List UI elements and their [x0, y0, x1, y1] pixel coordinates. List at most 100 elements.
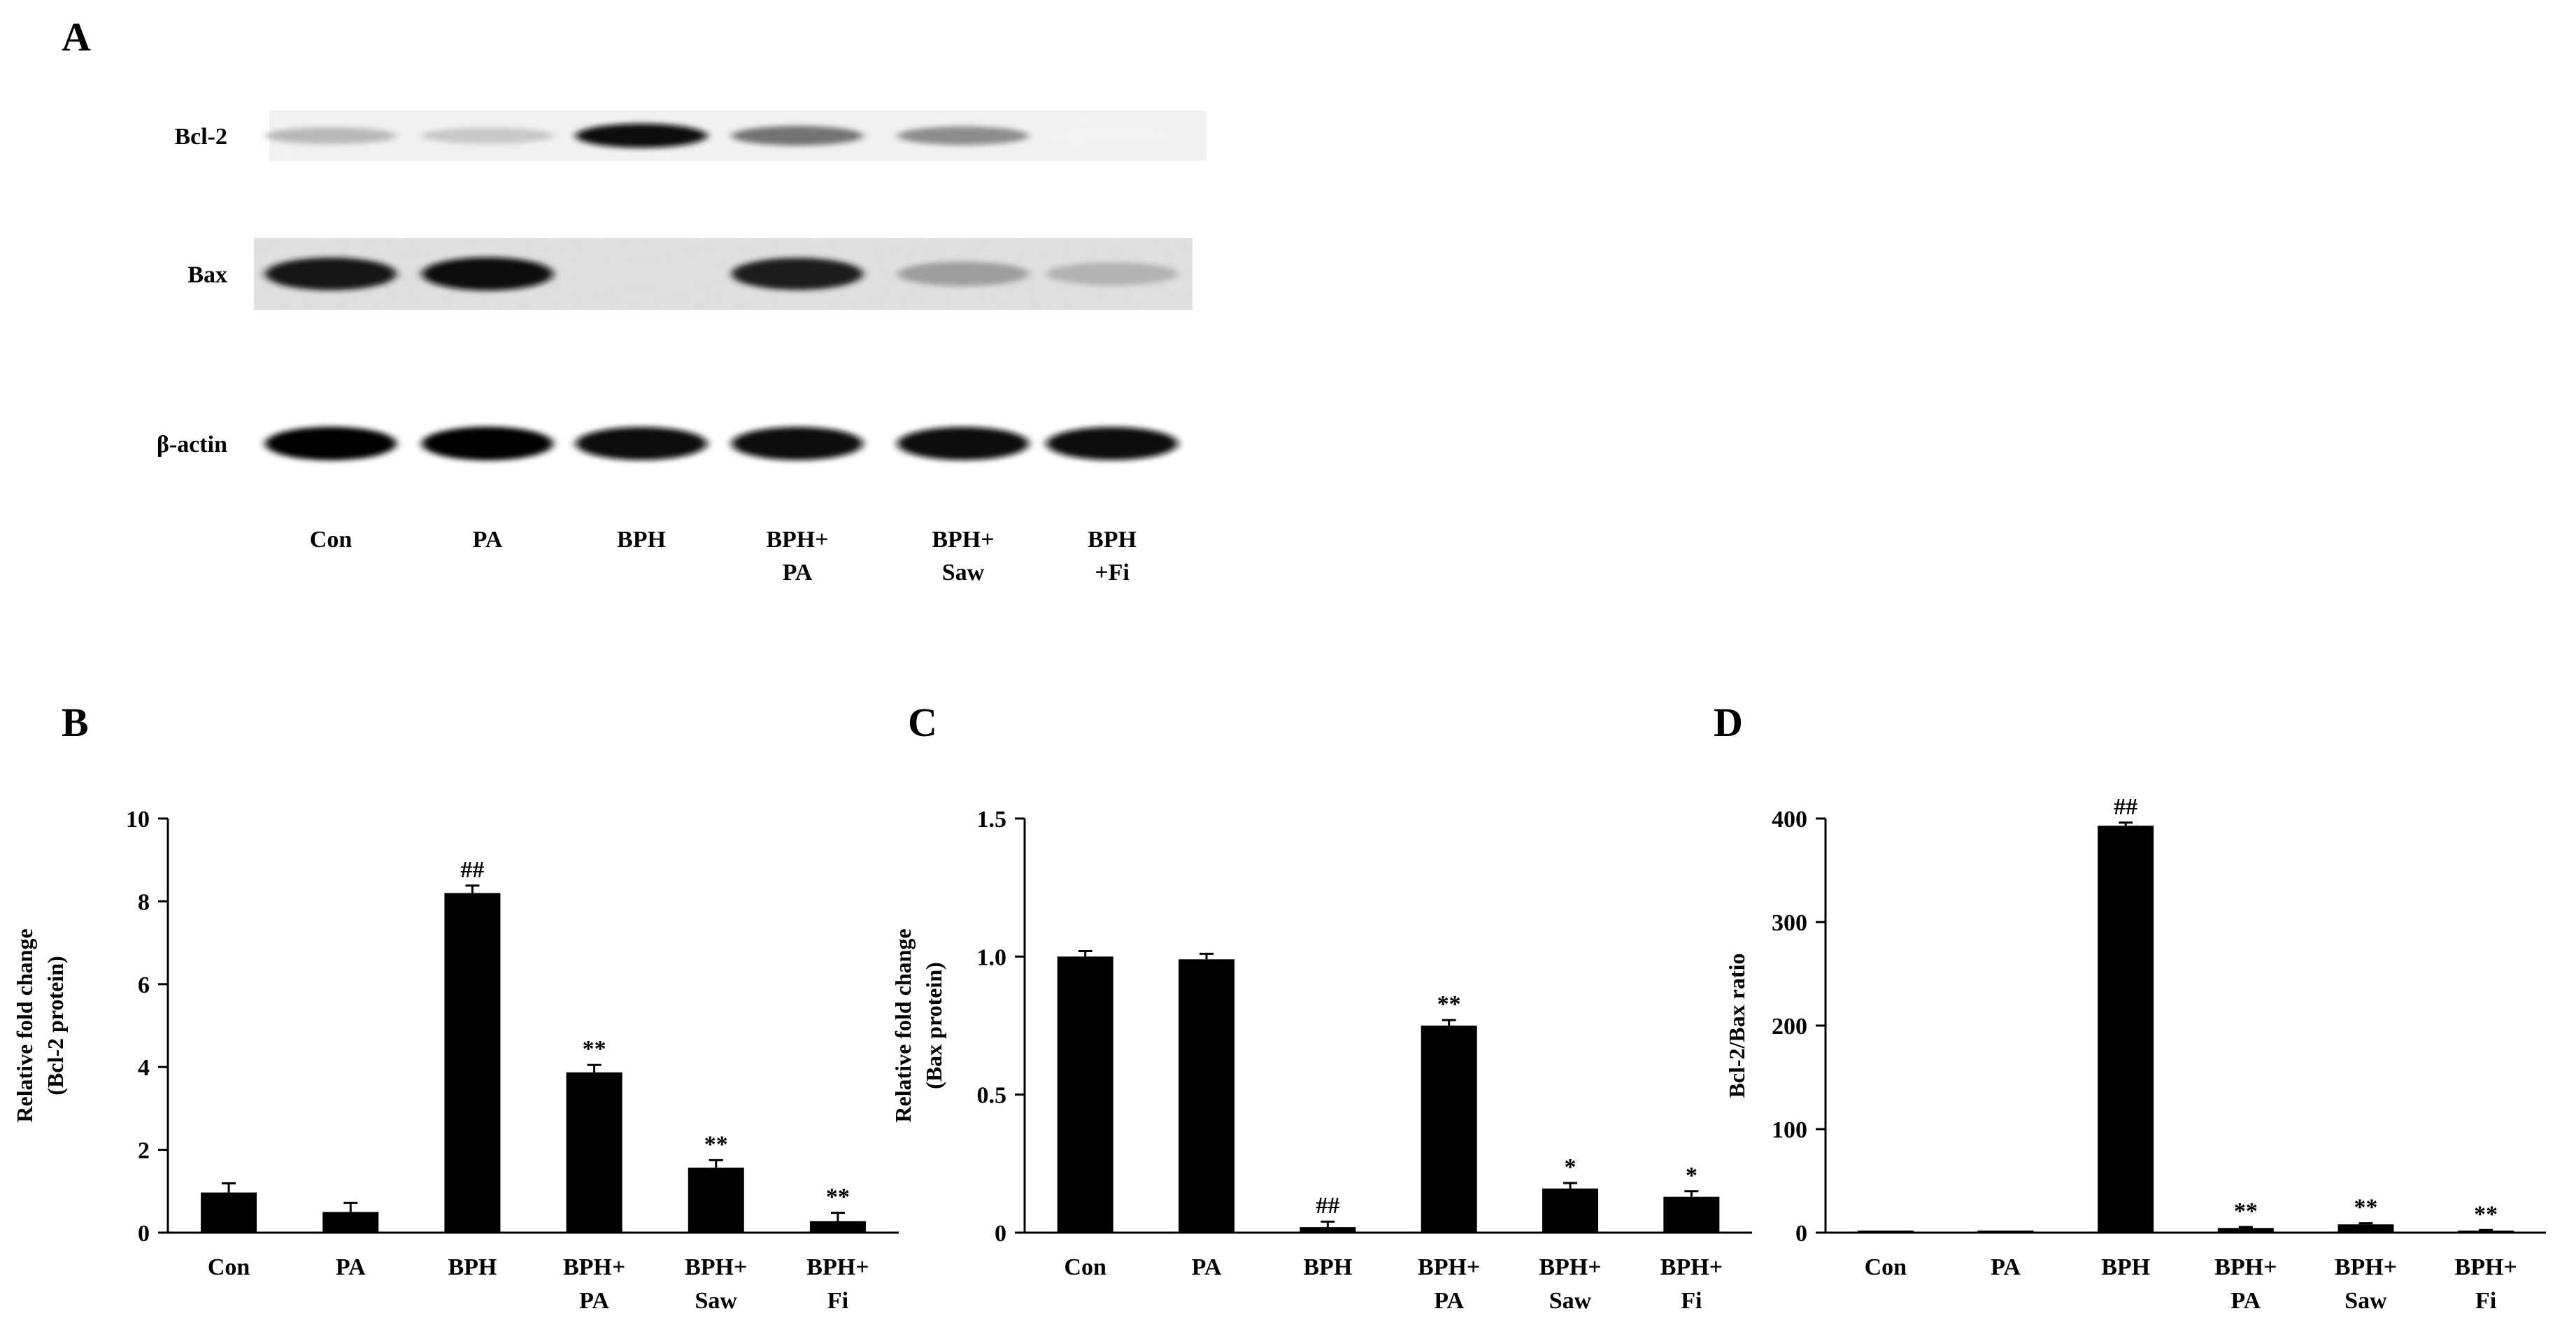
x-tick-label: BPH+ — [1539, 1254, 1601, 1280]
y-tick-label: 2 — [138, 1138, 150, 1164]
y-tick-label: 400 — [1772, 807, 1807, 833]
y-axis-label: Bcl-2/Bax ratio — [1724, 953, 1749, 1098]
x-tick-label: BPH+ — [2335, 1254, 2397, 1280]
y-tick-label: 100 — [1772, 1117, 1807, 1143]
significance-label: * — [1686, 1163, 1698, 1189]
bar — [2217, 1228, 2274, 1233]
bar — [444, 893, 501, 1233]
bar — [1300, 1227, 1356, 1233]
x-tick-label: Fi — [827, 1288, 848, 1314]
x-tick-label: PA — [1991, 1254, 2021, 1280]
blot-row-2: β-actin — [157, 418, 1203, 469]
y-tick-label: 1.0 — [977, 944, 1007, 970]
significance-label: ## — [1316, 1193, 1339, 1219]
blot-band — [576, 123, 707, 148]
blot-strip-noise — [254, 238, 1193, 310]
blot-band — [897, 126, 1029, 146]
bar — [809, 1221, 866, 1233]
y-tick-label: 200 — [1772, 1014, 1807, 1040]
x-tick-label: PA — [1434, 1288, 1464, 1314]
y-tick-label: 0 — [138, 1221, 150, 1247]
blot-lane-label: Con — [310, 527, 353, 553]
blot-strip-background — [252, 418, 1203, 469]
significance-label: ## — [460, 857, 484, 883]
panel-letter: C — [908, 700, 937, 745]
bar — [2337, 1224, 2394, 1233]
blot-band — [265, 127, 397, 144]
y-tick-label: 8 — [138, 889, 150, 915]
x-tick-label: PA — [579, 1288, 609, 1314]
blot-band — [1046, 427, 1178, 460]
panel-letter: D — [1714, 700, 1743, 745]
significance-label: ** — [704, 1131, 728, 1157]
x-tick-label: BPH+ — [2214, 1254, 2277, 1280]
y-tick-label: 1.5 — [977, 807, 1007, 833]
y-axis-label: (Bcl-2 protein) — [43, 956, 68, 1095]
y-axis-label: Relative fold change — [12, 928, 37, 1122]
blot-lane-labels: Con PA BPH BPH+ PA BPH+ Saw BPH +Fi — [310, 527, 1137, 586]
blot-lane-label: Saw — [942, 560, 985, 586]
x-tick-label: Saw — [2344, 1288, 2387, 1314]
blot-band — [576, 263, 707, 285]
x-tick-label: BPH — [448, 1254, 497, 1280]
blot-lane-label: BPH — [1088, 527, 1137, 553]
x-tick-label: PA — [2230, 1288, 2261, 1314]
blot-lane-label: PA — [783, 560, 813, 586]
blot-band — [897, 262, 1029, 286]
blot-band — [422, 257, 553, 291]
y-tick-label: 10 — [126, 807, 150, 833]
bar — [1421, 1026, 1477, 1233]
blot-band — [265, 257, 397, 290]
bar — [1663, 1196, 1720, 1233]
blot-band — [1046, 262, 1178, 285]
blot-band — [732, 427, 863, 460]
blot-lane-label: BPH+ — [932, 527, 994, 553]
significance-label: ## — [2114, 794, 2137, 820]
y-axis-label: Relative fold change — [890, 928, 916, 1122]
panel-letter: B — [62, 700, 89, 745]
blot-lane-label: PA — [473, 527, 503, 553]
blot-band — [422, 127, 553, 144]
y-tick-label: 4 — [138, 1055, 150, 1081]
panel-c-bax-chart: C 0 0.5 1.0 1.5 Relative fold change (Bax prot… — [890, 700, 1752, 1314]
blot-band — [897, 427, 1029, 460]
blot-row-1: Bax — [187, 238, 1193, 310]
y-tick-label: 300 — [1772, 910, 1807, 936]
blot-row-0: Bcl-2 — [174, 111, 1207, 161]
blot-band — [422, 426, 553, 461]
bar — [2458, 1231, 2514, 1233]
blot-rows: Bcl-2 Bax β-actin — [157, 111, 1207, 469]
x-tick-label: Con — [1064, 1254, 1106, 1280]
x-tick-label: BPH+ — [2455, 1254, 2517, 1280]
x-tick-label: Con — [208, 1254, 250, 1280]
significance-label: ** — [826, 1184, 850, 1210]
x-tick-label: Saw — [695, 1288, 738, 1314]
y-tick-label: 6 — [138, 972, 150, 998]
bar — [1857, 1231, 1914, 1233]
y-axis-label: (Bax protein) — [921, 962, 946, 1089]
bar — [201, 1192, 257, 1233]
panel-a-western-blot: A Bcl-2 Bax β-actin Con PA BPH BPH+ PA BPH+ Saw B… — [62, 14, 1207, 586]
x-tick-label: Fi — [2475, 1288, 2496, 1314]
x-tick-label: BPH — [2101, 1254, 2150, 1280]
x-tick-label: BPH+ — [1418, 1254, 1480, 1280]
bar — [1542, 1188, 1598, 1233]
significance-label: ** — [583, 1036, 606, 1062]
x-tick-label: BPH+ — [563, 1254, 625, 1280]
bar — [688, 1168, 744, 1233]
significance-label: * — [1565, 1154, 1577, 1180]
x-tick-label: BPH+ — [806, 1254, 869, 1280]
significance-label: ** — [2354, 1195, 2378, 1221]
x-tick-label: BPH+ — [685, 1254, 747, 1280]
bar — [1977, 1231, 2034, 1233]
bar — [566, 1072, 622, 1233]
bar — [1179, 959, 1234, 1233]
blot-lane-label: +Fi — [1095, 560, 1130, 586]
blot-row-label: Bax — [187, 262, 227, 288]
blot-band — [732, 257, 863, 290]
y-tick-label: 0 — [1795, 1221, 1807, 1247]
blot-row-label: β-actin — [157, 432, 227, 458]
blot-lane-label: BPH+ — [766, 527, 828, 553]
panel-a-letter: A — [62, 14, 91, 59]
x-tick-label: PA — [336, 1254, 366, 1280]
